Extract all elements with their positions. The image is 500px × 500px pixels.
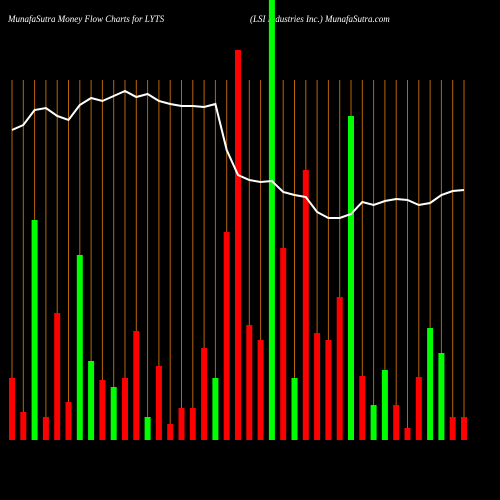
bar	[167, 424, 174, 440]
bar	[370, 405, 377, 440]
bar	[461, 417, 467, 440]
bar	[235, 50, 241, 440]
bar	[348, 116, 354, 440]
bar	[31, 220, 38, 440]
bar	[336, 297, 343, 440]
bar	[201, 348, 208, 440]
bar	[9, 378, 15, 440]
bar	[42, 417, 49, 440]
money-flow-line	[11, 89, 465, 219]
bar	[427, 328, 434, 440]
bar	[20, 412, 27, 440]
bar	[144, 417, 151, 440]
bar	[65, 402, 72, 440]
bar	[76, 255, 83, 440]
bar	[393, 405, 400, 440]
bar	[178, 408, 185, 440]
bar	[404, 428, 411, 440]
bar	[268, 0, 275, 440]
bar	[110, 387, 117, 440]
bar	[302, 170, 309, 440]
chart-subtitle: (LSI Industries Inc.) MunafaSutra.com	[250, 14, 390, 24]
bar	[291, 378, 298, 440]
bar	[314, 333, 321, 440]
bar	[212, 378, 219, 440]
bar	[381, 370, 388, 440]
bar	[223, 232, 230, 440]
chart-title: MunafaSutra Money Flow Charts for LYTS	[7, 14, 165, 24]
bar	[133, 331, 140, 440]
bar	[325, 340, 332, 440]
bar	[359, 376, 366, 440]
bar	[280, 248, 287, 440]
bar	[122, 378, 128, 440]
bar	[155, 366, 162, 440]
bar	[246, 325, 253, 440]
bar	[99, 380, 106, 440]
bar	[54, 313, 61, 440]
bar	[88, 361, 95, 440]
bar	[415, 377, 422, 440]
bar	[257, 340, 264, 440]
bar	[449, 417, 456, 440]
bar	[189, 408, 196, 440]
bar	[438, 353, 445, 440]
